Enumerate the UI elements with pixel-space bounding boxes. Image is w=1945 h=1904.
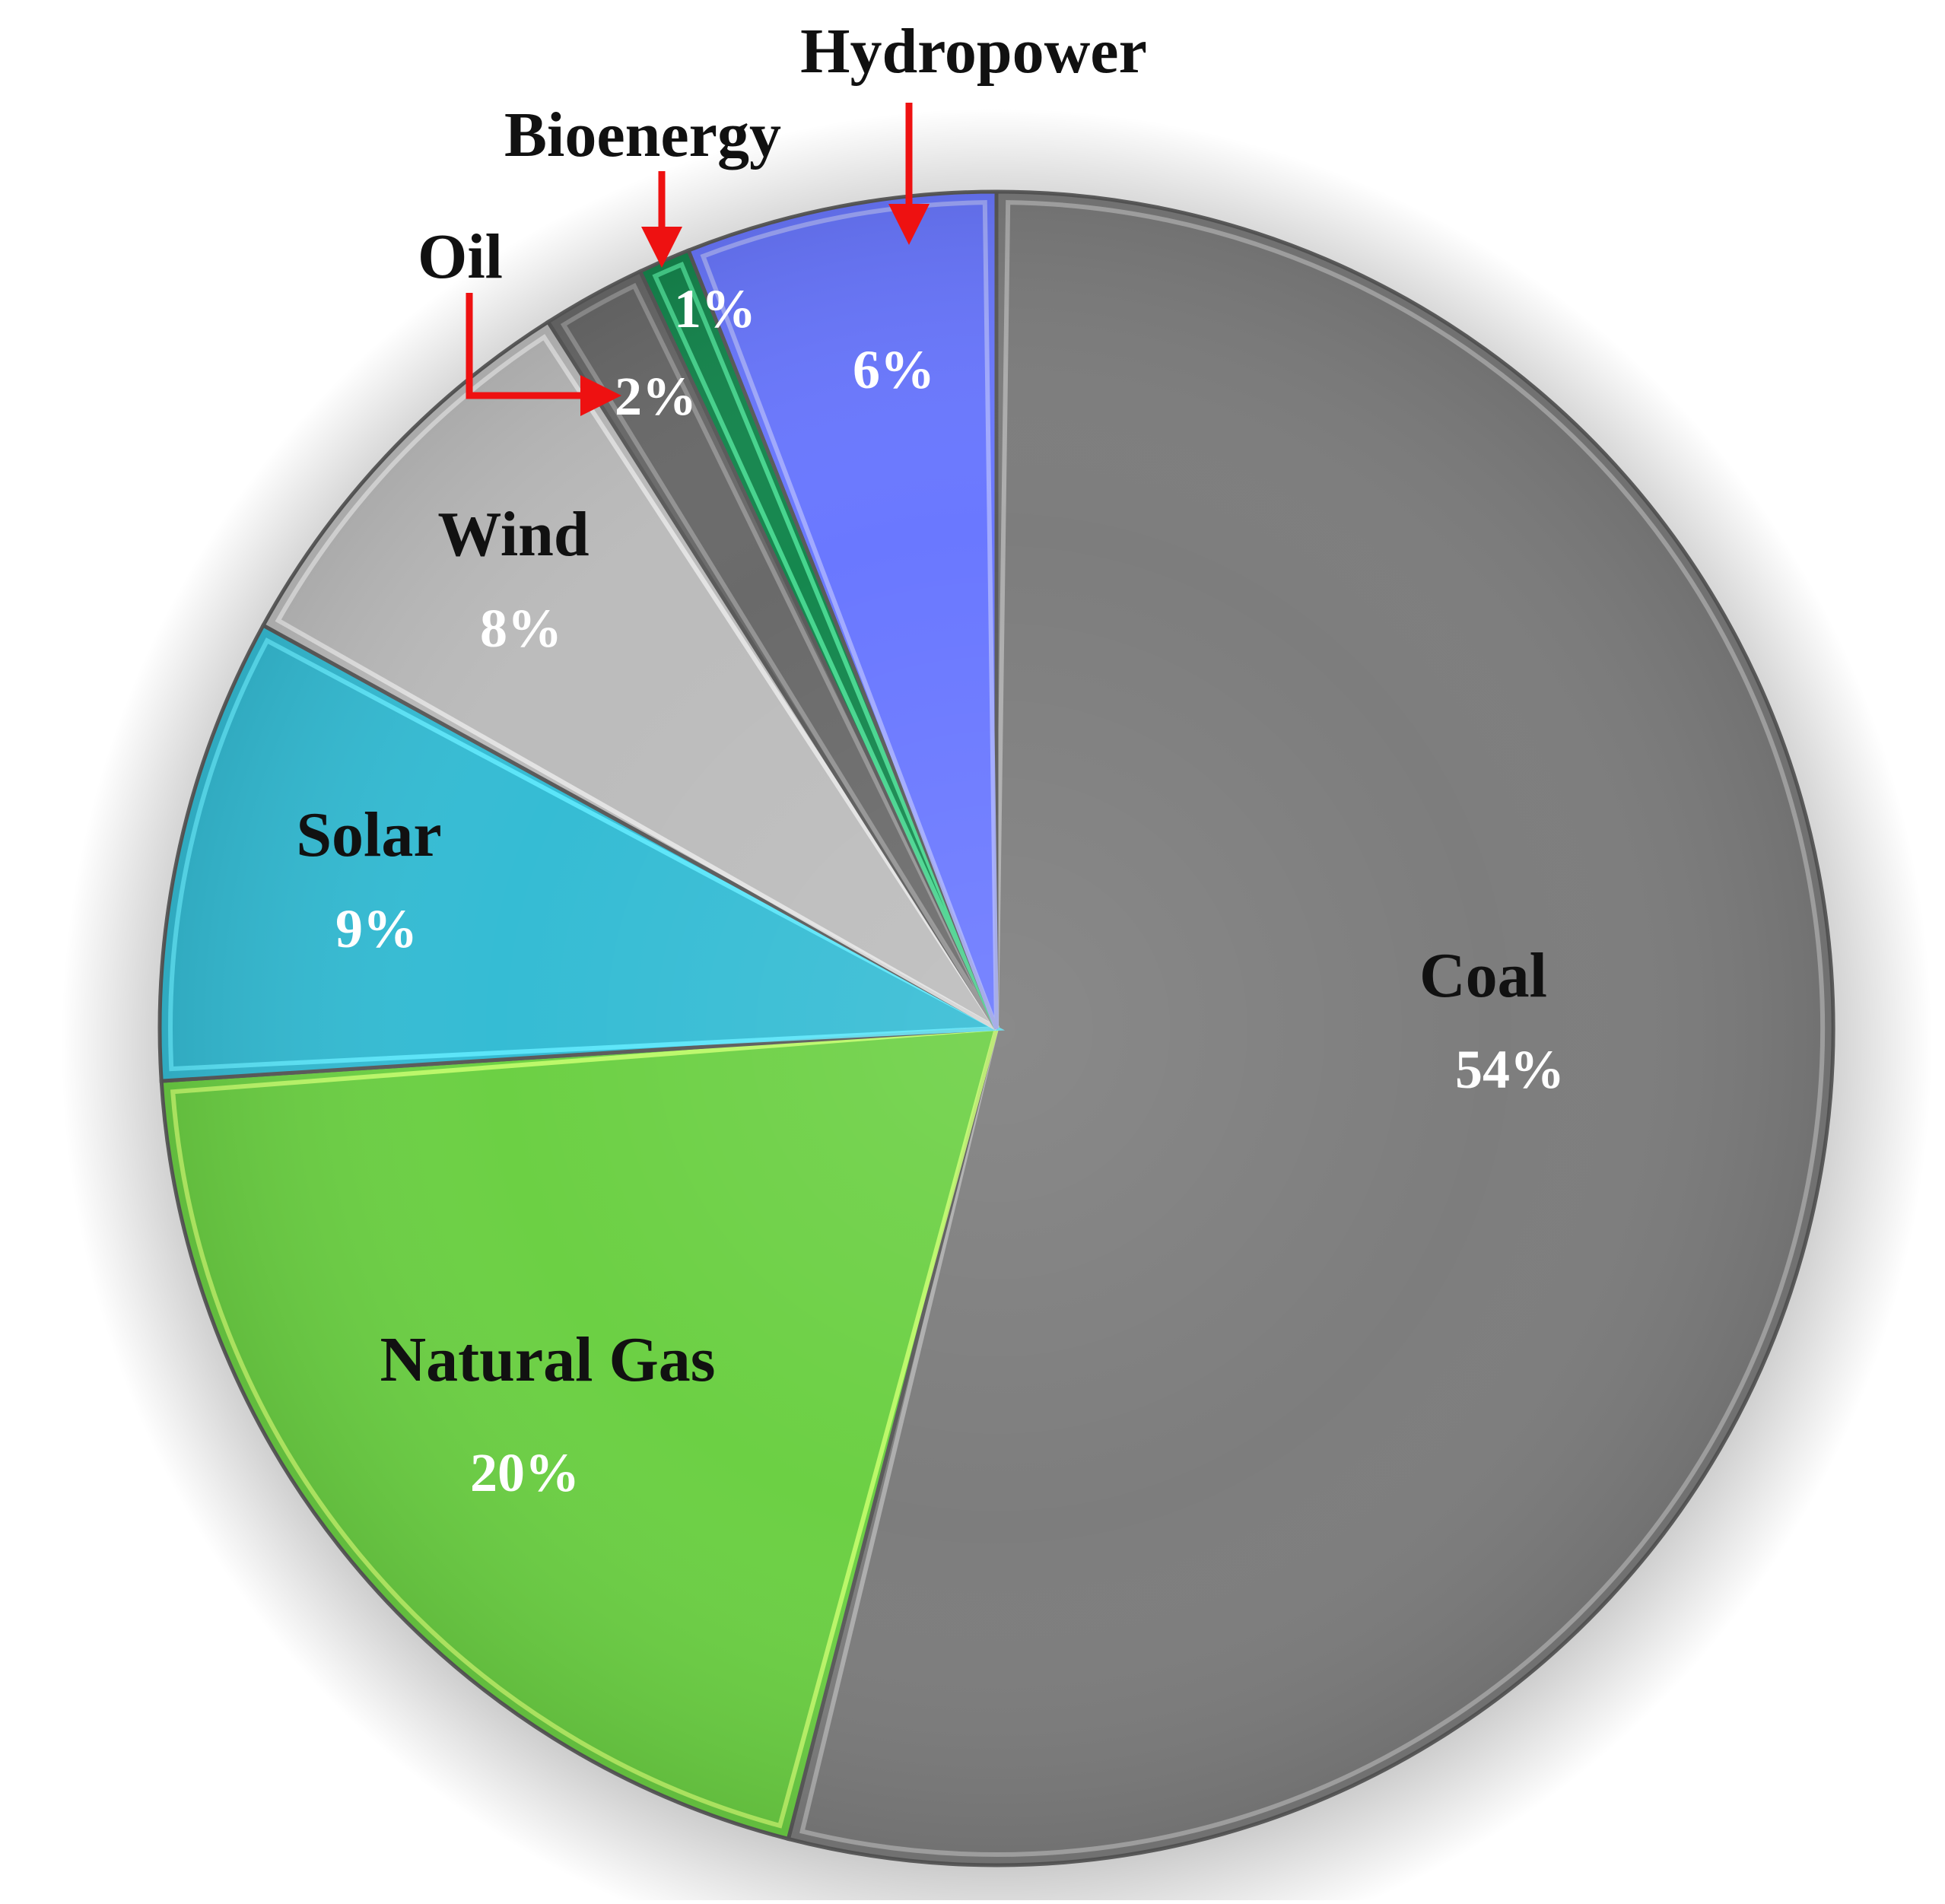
callout-arrow-oil (466, 293, 621, 416)
slice-pct-label-hydropower: 6% (853, 339, 935, 400)
slice-name-label-wind: Wind (437, 499, 589, 570)
pie-slices (157, 189, 1835, 1867)
slice-labels: Coal 54% Natural Gas 20% Solar 9% Wind 8% Oil 2% B… (296, 16, 1565, 1503)
slice-name-label-oil: Oil (418, 221, 503, 292)
slice-pct-label-oil: 2% (615, 366, 697, 427)
slice-pct-label-bioenergy: 1% (674, 278, 756, 339)
slice-pct-label-coal: 54% (1455, 1039, 1565, 1100)
slice-pct-label-wind: 8% (480, 598, 562, 659)
slice-name-label-bioenergy: Bioenergy (504, 100, 781, 170)
callout-arrows (466, 103, 930, 416)
slice-name-label-hydropower: Hydropower (800, 16, 1147, 87)
slice-name-label-natural-gas: Natural Gas (380, 1324, 716, 1395)
slice-name-label-solar: Solar (296, 799, 441, 870)
slice-pct-label-natural-gas: 20% (470, 1442, 580, 1503)
slice-name-label-coal: Coal (1419, 940, 1547, 1011)
slice-pct-label-solar: 9% (335, 898, 418, 959)
